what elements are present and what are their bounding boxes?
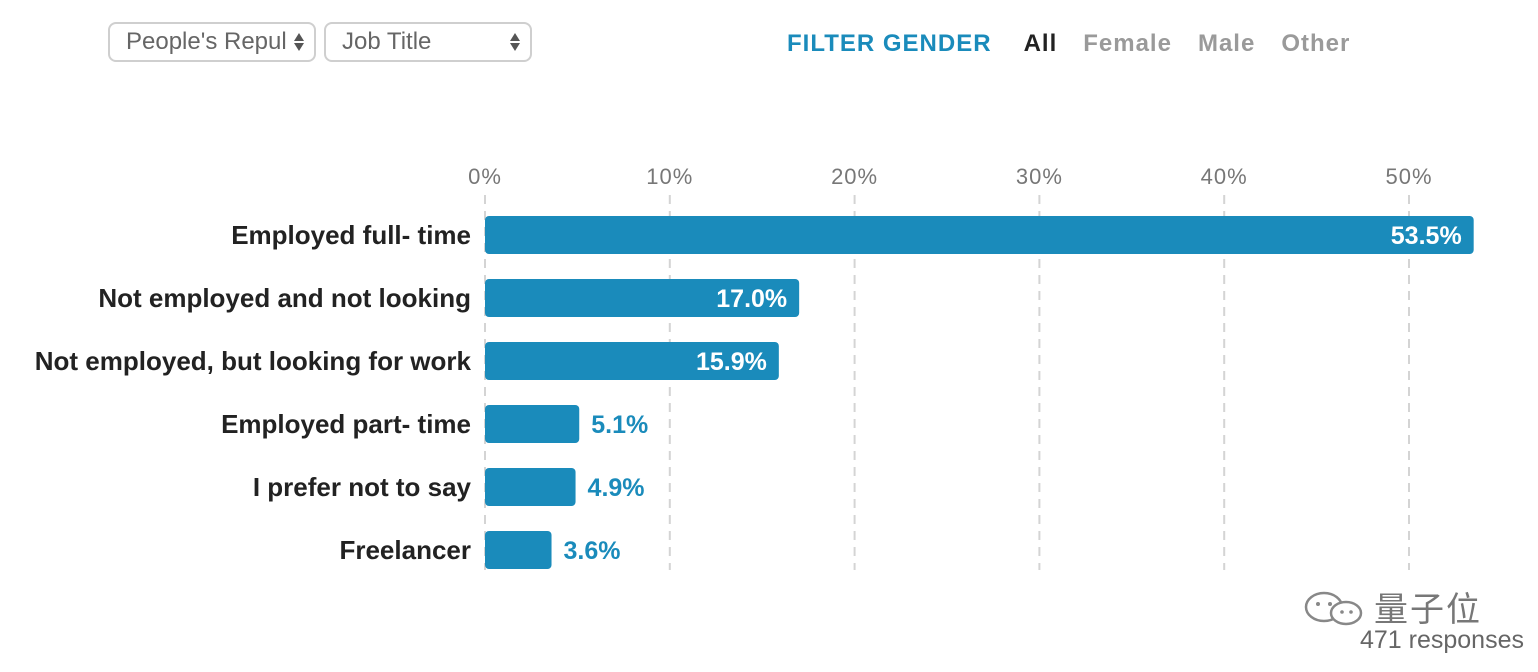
watermark-text: 量子位 xyxy=(1374,590,1482,630)
filter-option-male[interactable]: Male xyxy=(1197,30,1256,57)
value-label: 15.9% xyxy=(696,348,767,376)
category-label: Employed full- time xyxy=(231,220,471,250)
filter-option-other[interactable]: Other xyxy=(1281,30,1351,57)
country-select[interactable]: People's Repul xyxy=(108,22,316,62)
bar[interactable] xyxy=(485,342,779,380)
category-label: Not employed, but looking for work xyxy=(35,346,472,376)
bar[interactable] xyxy=(485,405,580,443)
select-arrows-icon xyxy=(294,33,304,51)
value-label: 4.9% xyxy=(588,474,645,502)
country-select-value: People's Repul xyxy=(126,28,287,55)
select-arrows-icon xyxy=(510,33,520,51)
watermark: 量子位 xyxy=(1300,582,1482,631)
job-title-select-value: Job Title xyxy=(342,28,432,55)
x-tick-label: 50% xyxy=(1385,164,1432,189)
wechat-logo-icon xyxy=(1304,591,1363,625)
responses-count: 471 responses xyxy=(1359,626,1524,654)
job-title-select[interactable]: Job Title xyxy=(324,22,532,62)
bar[interactable] xyxy=(485,279,800,317)
filter-gender-title: FILTER GENDER xyxy=(787,30,992,57)
bar[interactable] xyxy=(485,468,576,506)
x-tick-label: 30% xyxy=(1016,164,1063,189)
category-label: I prefer not to say xyxy=(253,472,472,502)
employment-bar-chart: 0% 10% 20% 30% 40% 50% Employed full- time 53.5… xyxy=(35,164,1474,570)
value-label: 5.1% xyxy=(591,411,648,439)
gender-filter: FILTER GENDER All Female Male Other xyxy=(787,30,1376,58)
value-label: 3.6% xyxy=(564,537,621,565)
category-label: Not employed and not looking xyxy=(98,283,471,313)
filter-option-all[interactable]: All xyxy=(1023,30,1058,57)
x-tick-label: 20% xyxy=(831,164,878,189)
value-label: 53.5% xyxy=(1391,222,1462,250)
category-label: Employed part- time xyxy=(221,409,471,439)
bar[interactable] xyxy=(485,216,1474,254)
value-label: 17.0% xyxy=(716,285,787,313)
bar[interactable] xyxy=(485,531,552,569)
x-tick-label: 40% xyxy=(1201,164,1248,189)
filter-option-female[interactable]: Female xyxy=(1083,30,1172,57)
category-label: Freelancer xyxy=(339,535,471,565)
x-tick-label: 0% xyxy=(468,164,502,189)
x-tick-label: 10% xyxy=(646,164,693,189)
